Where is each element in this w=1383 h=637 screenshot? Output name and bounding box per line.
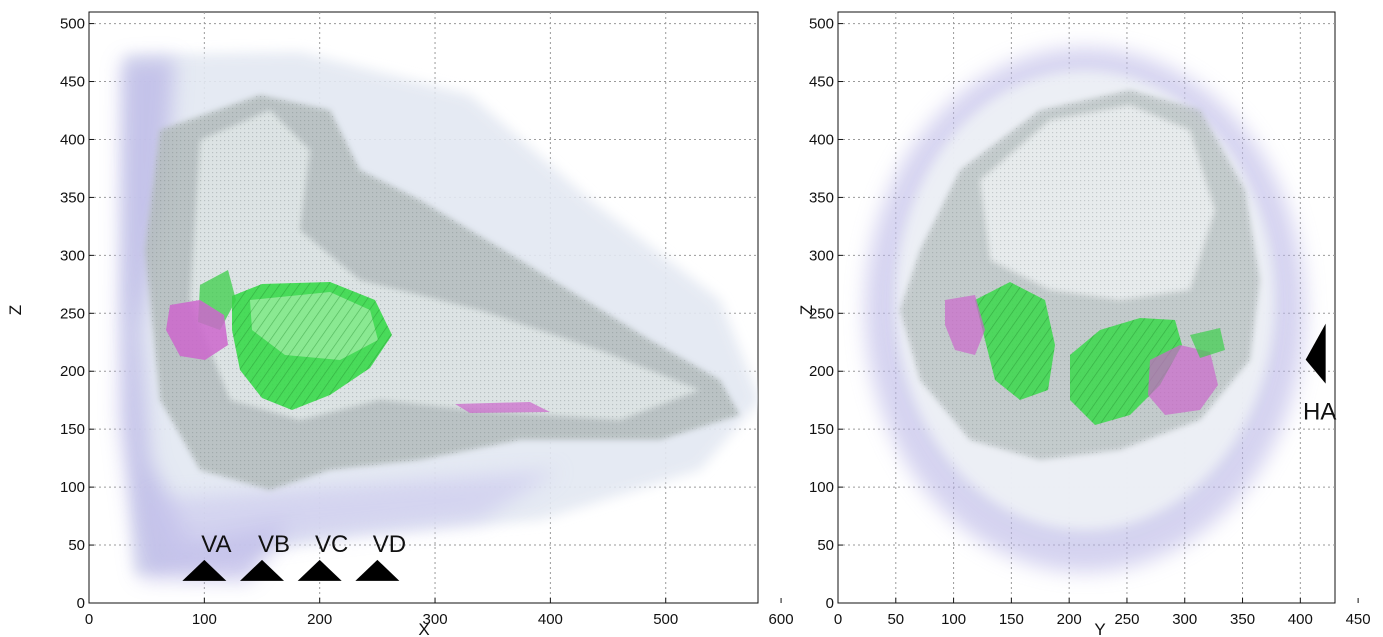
x-tick-label: 100 [192,611,217,628]
left-markers: VA VB VC VD [182,531,406,581]
y-tick-label: 200 [809,363,834,380]
right-y-axis-label: Z [797,305,816,315]
marker-label: VB [258,531,290,558]
left-x-ticks: 0 100 200 300 400 500 600 [85,598,794,628]
y-tick-label: 350 [60,189,85,206]
x-tick-label: 400 [538,611,563,628]
x-tick-label: 50 [887,611,904,628]
x-tick-label: 400 [1288,611,1313,628]
right-x-axis-label: Y [1094,620,1105,637]
y-tick-label: 100 [809,479,834,496]
marker-triangle-up [182,559,227,581]
left-magenta-streak [455,402,550,413]
right-x-ticks: 0 50 100 150 200 250 300 350 400 450 [834,598,1371,628]
left-purple-lower [150,470,560,560]
y-tick-label: 400 [60,131,85,148]
y-tick-label: 100 [60,479,85,496]
x-tick-label: 450 [1346,611,1371,628]
y-tick-label: 0 [826,595,834,612]
y-tick-label: 0 [77,595,85,612]
right-magenta-organ-left [945,295,985,355]
left-x-axis-label: X [418,620,429,637]
x-tick-label: 150 [999,611,1024,628]
x-tick-label: 0 [834,611,842,628]
left-y-ticks: 0 50 100 150 200 250 300 350 400 450 500 [60,16,94,612]
y-tick-label: 400 [809,131,834,148]
y-tick-label: 250 [60,305,85,322]
x-tick-label: 250 [1114,611,1139,628]
x-tick-label: 200 [1057,611,1082,628]
y-tick-label: 50 [68,537,85,554]
y-tick-label: 50 [817,537,834,554]
y-tick-label: 150 [60,421,85,438]
y-tick-label: 350 [809,189,834,206]
y-tick-label: 300 [809,247,834,264]
x-tick-label: 600 [769,611,794,628]
marker-triangle-left [1305,323,1326,384]
right-panel: 0 50 100 150 200 250 300 350 400 450 0 50 100 150 200… [797,11,1371,637]
marker-label: VD [373,531,406,558]
left-y-axis-label: Z [6,305,25,315]
x-tick-label: 300 [1172,611,1197,628]
right-green-organ-left-stripes [975,282,1055,400]
right-green-small [1190,328,1225,358]
x-tick-label: 200 [307,611,332,628]
marker-label: HA [1303,399,1336,426]
left-magenta-organ [166,300,228,360]
x-tick-label: 300 [423,611,448,628]
marker-triangle-up [355,559,400,581]
y-tick-label: 150 [809,421,834,438]
y-tick-label: 500 [809,16,834,33]
left-green-organ-stripes [232,282,392,410]
x-tick-label: 0 [85,611,93,628]
right-volume-rendering [865,48,1305,572]
marker-label: VC [315,531,348,558]
y-tick-label: 300 [60,247,85,264]
right-y-ticks: 0 50 100 150 200 250 300 350 400 450 500 [809,16,843,612]
y-tick-label: 450 [60,74,85,91]
marker-label: VA [201,531,231,558]
left-panel: 0 100 200 300 400 500 600 0 50 100 150 200 250 300 35… [6,11,794,637]
marker-triangle-up [240,559,285,581]
y-tick-label: 450 [809,74,834,91]
right-markers: HA [1303,323,1336,426]
y-tick-label: 250 [809,305,834,322]
right-magenta-organ-right [1148,345,1218,415]
y-tick-label: 200 [60,363,85,380]
x-tick-label: 350 [1230,611,1255,628]
right-green-organ-right-stripes [1070,318,1182,425]
marker-triangle-up [297,559,342,581]
y-tick-label: 500 [60,16,85,33]
left-volume-rendering [120,52,758,580]
x-tick-label: 100 [941,611,966,628]
x-tick-label: 500 [653,611,678,628]
